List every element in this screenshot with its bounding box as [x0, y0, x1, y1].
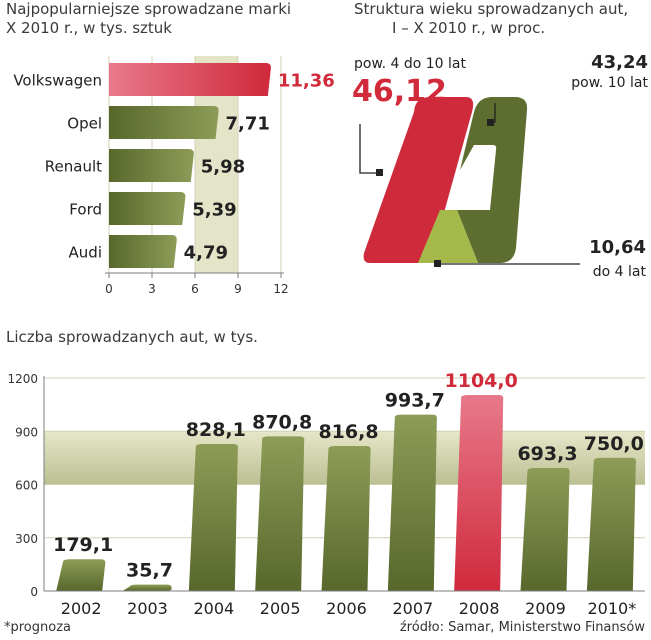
x-tick-label-0: 0 — [105, 282, 113, 296]
bar-volkswagen — [109, 63, 271, 96]
x-tick-label-2005: 2005 — [260, 599, 301, 618]
x-tick-label-2010*: 2010* — [587, 599, 636, 618]
label-pow-10-lat: pow. 10 lat — [571, 75, 648, 91]
marker-do-4-lat — [434, 260, 441, 267]
brands-chart: Volkswagen 11,36 Opel 7,71 Renault 5,98 Ford 5,… — [13, 56, 335, 296]
x-tick-label-3: 9 — [234, 282, 242, 296]
bar-2003 — [122, 584, 172, 591]
age-chart-title-line2: I – X 2010 r., w proc. — [392, 19, 546, 37]
value-label-renault: 5,98 — [201, 157, 245, 178]
category-label-opel: Opel — [67, 115, 102, 133]
x-tick-label-2009: 2009 — [525, 599, 566, 618]
x-tick-label-2004: 2004 — [193, 599, 234, 618]
x-tick-label-1: 3 — [148, 282, 156, 296]
bar-2002 — [56, 559, 106, 591]
value-label-2002: 179,1 — [53, 534, 113, 556]
value-label-opel: 7,71 — [226, 114, 270, 135]
x-tick-label-2: 6 — [191, 282, 199, 296]
value-label-ford: 5,39 — [192, 200, 236, 221]
y-tick-label-0: 0 — [30, 585, 38, 599]
y-tick-label-3: 900 — [15, 425, 38, 439]
value-pow-4-do-10-lat: 46,12 — [352, 74, 447, 109]
value-label-2009: 693,3 — [517, 443, 577, 465]
value-label-2007: 993,7 — [385, 390, 445, 412]
bar-2007 — [387, 414, 437, 591]
value-label-2008: 1104,0 — [445, 370, 518, 392]
category-label-volkswagen: Volkswagen — [13, 72, 102, 90]
x-tick-label-2002: 2002 — [61, 599, 102, 618]
x-tick-label-2008: 2008 — [459, 599, 500, 618]
value-label-audi: 4,79 — [184, 243, 228, 264]
bar-renault — [109, 149, 194, 182]
slice-pow-10-lat — [457, 97, 528, 263]
value-label-2010*: 750,0 — [584, 433, 644, 455]
age-chart-title-line1: Struktura wieku sprowadzanych aut, — [354, 0, 629, 18]
label-do-4-lat: do 4 lat — [593, 264, 647, 280]
y-tick-label-4: 1200 — [7, 372, 38, 386]
value-pow-10-lat: 43,24 — [591, 52, 648, 73]
x-tick-label-2006: 2006 — [326, 599, 367, 618]
x-tick-label-4: 12 — [273, 282, 288, 296]
source-note: źródło: Samar, Ministerstwo Finansów — [399, 620, 645, 635]
y-tick-label-2: 600 — [15, 479, 38, 493]
label-pow-4-do-10-lat: pow. 4 do 10 lat — [354, 56, 467, 72]
bar-2008 — [454, 395, 504, 591]
imports-chart: 0 300 600 900 1200 179,1 2002 35,7 2003 828,1 2004… — [7, 370, 645, 618]
value-label-2005: 870,8 — [252, 411, 312, 433]
bar-2010* — [586, 457, 636, 591]
bar-ford — [109, 192, 186, 225]
bar-opel — [109, 106, 219, 139]
brands-chart-title-line1: Najpopularniejsze sprowadzane marki — [6, 0, 292, 18]
footnote: *prognoza — [4, 620, 71, 635]
value-label-2003: 35,7 — [126, 560, 173, 582]
x-tick-label-2003: 2003 — [127, 599, 168, 618]
x-tick-label-2007: 2007 — [392, 599, 433, 618]
value-label-2004: 828,1 — [186, 419, 246, 441]
bar-2005 — [255, 436, 305, 591]
value-label-volkswagen: 11,36 — [278, 71, 335, 92]
slice-pow-4-do-10-lat — [363, 97, 474, 263]
category-label-ford: Ford — [69, 201, 102, 219]
category-label-renault: Renault — [45, 158, 102, 176]
bar-2006 — [321, 446, 371, 591]
bar-2004 — [188, 444, 238, 591]
bar-2009 — [520, 467, 570, 591]
leader-pow-4-do-10-lat — [359, 124, 380, 174]
category-label-audi: Audi — [69, 244, 102, 262]
marker-pow-4-do-10-lat — [376, 169, 383, 176]
imports-chart-title: Liczba sprowadzanych aut, w tys. — [6, 328, 258, 346]
slice-do-4-lat — [418, 210, 478, 263]
value-do-4-lat: 10,64 — [589, 237, 646, 258]
marker-pow-10-lat — [487, 119, 494, 126]
y-tick-label-1: 300 — [15, 532, 38, 546]
value-label-2006: 816,8 — [318, 421, 378, 443]
age-chart: pow. 4 do 10 lat 46,12 43,24 pow. 10 lat 10,… — [352, 52, 649, 280]
brands-chart-title-line2: X 2010 r., w tys. sztuk — [6, 19, 172, 37]
bar-audi — [109, 235, 177, 268]
